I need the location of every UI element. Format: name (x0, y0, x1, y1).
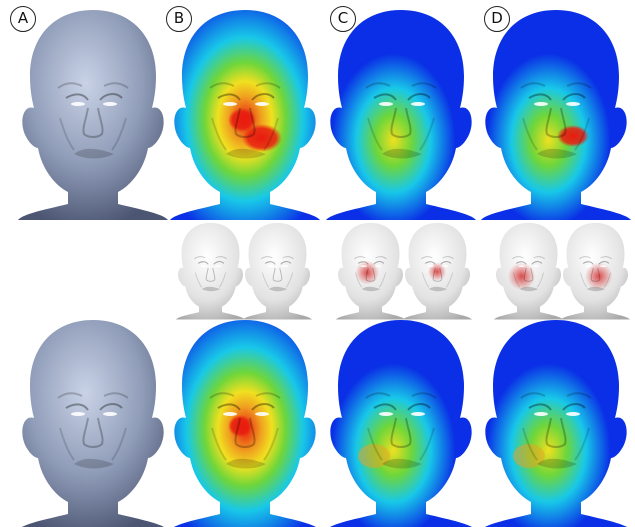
head-d-bottom (481, 320, 631, 527)
head-a-bottom (18, 320, 168, 527)
small-head-d-left (494, 222, 563, 320)
small-head-c-left (336, 222, 405, 320)
small-head-b-left (176, 222, 245, 320)
head-a-top (18, 10, 168, 220)
label-c: C (330, 6, 356, 32)
head-c-top (326, 10, 476, 220)
head-b-bottom (170, 320, 320, 527)
label-b: B (166, 6, 192, 32)
small-head-b-right (243, 222, 312, 320)
small-head-d-right (561, 222, 630, 320)
label-d: D (484, 6, 510, 32)
small-head-c-right (403, 222, 472, 320)
label-a: A (10, 6, 36, 32)
head-b-top (170, 10, 320, 220)
head-d-top (481, 10, 631, 220)
head-c-bottom (326, 320, 476, 527)
